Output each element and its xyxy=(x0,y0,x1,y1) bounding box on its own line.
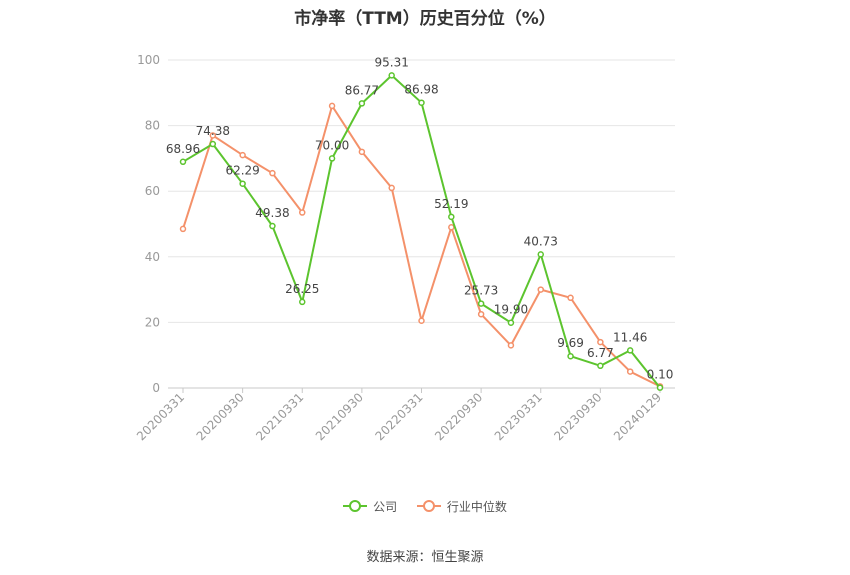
data-label: 49.38 xyxy=(255,206,289,220)
x-tick-label: 20220331 xyxy=(373,390,426,443)
data-point xyxy=(299,298,306,306)
data-point xyxy=(448,213,455,221)
data-point xyxy=(358,148,366,156)
legend-marker-industry-median xyxy=(416,500,441,512)
data-label: 9.69 xyxy=(557,336,584,350)
data-labels: 68.96 74.38 62.29 49.38 26.25 70.00 86.77 95.31… xyxy=(166,55,674,381)
data-label: 86.77 xyxy=(345,83,379,97)
legend-item-company[interactable]: 公司 xyxy=(343,498,397,515)
series-industry-median xyxy=(179,102,664,390)
y-tick-label: 60 xyxy=(145,184,160,198)
legend-label-company: 公司 xyxy=(373,499,398,514)
data-point xyxy=(507,342,515,349)
data-point xyxy=(597,338,604,346)
data-point xyxy=(567,352,574,360)
x-tick-label: 20200930 xyxy=(194,390,247,443)
data-label: 70.00 xyxy=(315,138,349,152)
data-point xyxy=(358,100,366,107)
series-layer xyxy=(179,72,664,391)
data-point xyxy=(269,169,276,177)
legend-label-industry-median: 行业中位数 xyxy=(446,499,507,514)
y-axis: 0 20 40 60 80 100 xyxy=(137,53,160,395)
data-point xyxy=(269,222,276,230)
grid-lines xyxy=(168,59,675,323)
data-label: 26.25 xyxy=(285,282,319,296)
x-tick-label: 20220930 xyxy=(432,390,485,443)
legend-marker-company xyxy=(343,500,368,512)
data-label: 19.90 xyxy=(494,303,528,317)
y-tick-label: 40 xyxy=(145,250,160,264)
data-point xyxy=(626,368,634,375)
data-point xyxy=(477,310,485,318)
data-point xyxy=(418,317,425,325)
data-point xyxy=(656,384,664,391)
data-point xyxy=(418,99,425,106)
x-axis xyxy=(168,387,675,393)
y-tick-label: 100 xyxy=(137,53,160,67)
data-label: 11.46 xyxy=(613,330,647,344)
data-point xyxy=(209,140,217,148)
data-point xyxy=(328,155,336,162)
data-label: 68.96 xyxy=(166,142,200,156)
data-point xyxy=(448,224,455,231)
data-point xyxy=(626,347,634,354)
data-label: 25.73 xyxy=(464,284,498,298)
data-point xyxy=(388,72,395,79)
series-company xyxy=(179,72,664,391)
y-tick-label: 0 xyxy=(152,381,160,395)
data-label: 74.38 xyxy=(196,124,230,138)
data-point xyxy=(299,209,306,216)
data-point xyxy=(328,102,336,110)
data-label: 0.10 xyxy=(647,368,674,382)
x-tick-label: 20210930 xyxy=(313,390,366,443)
data-label: 6.77 xyxy=(587,346,614,360)
data-point xyxy=(477,300,485,307)
x-tick-label: 20230331 xyxy=(492,390,545,443)
legend-item-industry-median[interactable]: 行业中位数 xyxy=(416,498,507,515)
x-tick-label: 20230930 xyxy=(551,390,604,443)
data-point xyxy=(209,132,217,139)
series-line xyxy=(182,104,661,388)
y-tick-label: 20 xyxy=(145,315,160,329)
data-point xyxy=(179,158,187,166)
data-point xyxy=(597,362,604,370)
data-label: 95.31 xyxy=(375,55,409,69)
data-point xyxy=(567,294,574,302)
x-tick-label: 20200331 xyxy=(134,390,187,443)
data-point xyxy=(179,225,187,233)
data-point xyxy=(507,319,515,326)
data-point xyxy=(537,251,544,258)
data-source: 数据来源：恒生聚源 xyxy=(366,550,484,565)
x-tick-labels: 20200331 20200930 20210331 20210930 20220331… xyxy=(134,390,664,443)
data-label: 86.98 xyxy=(404,83,438,97)
x-tick-label: 20210331 xyxy=(253,390,306,443)
y-tick-label: 80 xyxy=(145,119,160,133)
legend: 公司 行业中位数 xyxy=(0,496,850,515)
data-point xyxy=(239,151,246,159)
data-label: 52.19 xyxy=(434,197,468,211)
series-line xyxy=(182,74,661,389)
data-label: 62.29 xyxy=(225,164,259,178)
data-label: 40.73 xyxy=(524,234,558,248)
chart-title: 市净率（TTM）历史百分位（%） xyxy=(294,9,556,29)
data-point xyxy=(537,286,544,293)
data-point xyxy=(388,184,395,192)
x-tick-label: 20240129 xyxy=(611,390,664,443)
data-point xyxy=(239,180,246,187)
